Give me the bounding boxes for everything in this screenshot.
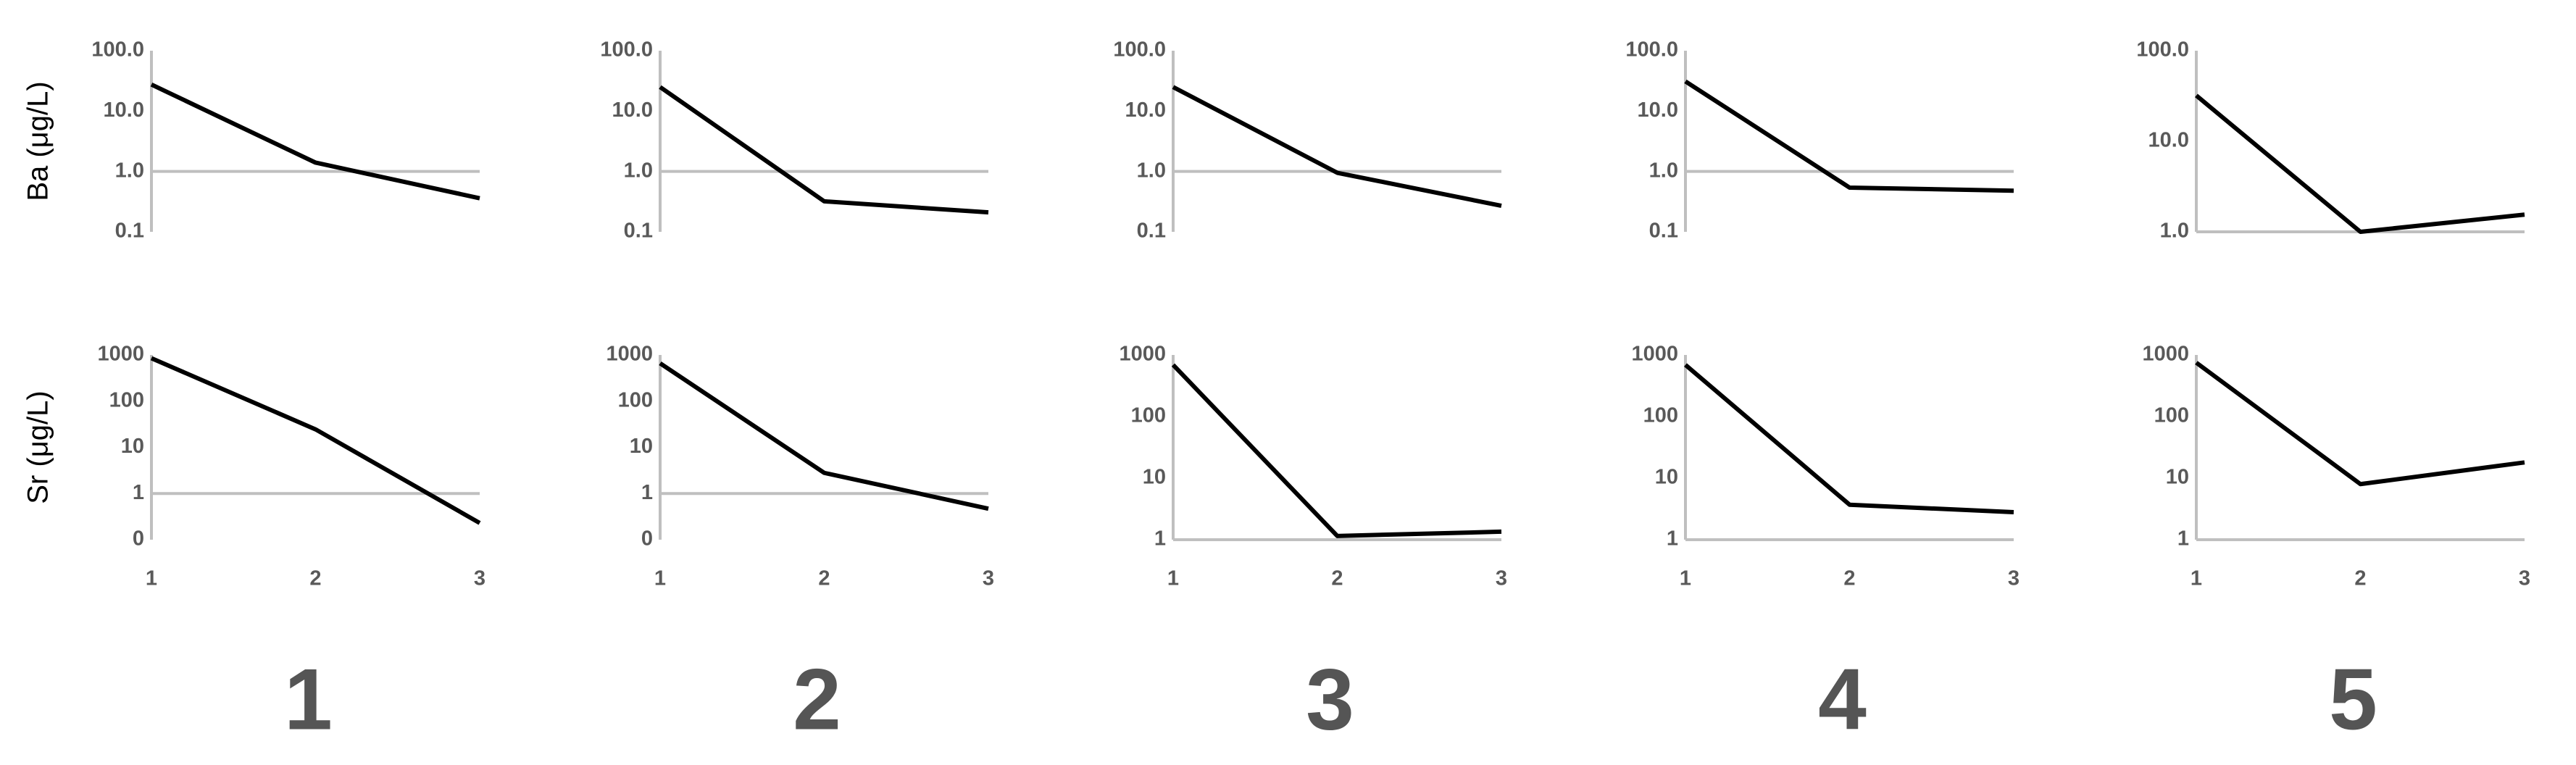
- y-tick-label: 1000: [2142, 343, 2189, 366]
- y-tick-label: 1.0: [1137, 159, 1166, 182]
- y-tick-label: 10: [2166, 466, 2189, 489]
- y-tick-label: 100.0: [1113, 38, 1166, 62]
- data-line: [659, 361, 989, 511]
- data-line: [2195, 93, 2525, 234]
- x-tick-label: 3: [2519, 567, 2530, 590]
- y-tick-label: 0: [641, 527, 653, 551]
- x-tick-label: 3: [1496, 567, 1507, 590]
- x-tick-label: 1: [654, 567, 666, 590]
- y-axis-label: Sr (μg/L): [22, 390, 54, 503]
- y-tick-label: 1000: [1631, 343, 1678, 366]
- y-tick-label: 100: [109, 388, 144, 411]
- x-tick-label: 2: [1843, 567, 1855, 590]
- y-tick-label: 100: [1131, 404, 1166, 427]
- y-tick-label: 10.0: [2148, 129, 2189, 152]
- y-tick-label: 1.0: [115, 159, 144, 182]
- data-line: [1684, 363, 2014, 514]
- y-tick-label: 0: [133, 527, 144, 551]
- y-tick-label: 10.0: [1638, 99, 1678, 122]
- y-axis-label: Ba (μg/L): [22, 81, 54, 201]
- panel-label: 1: [284, 651, 333, 748]
- y-tick-label: 1: [133, 481, 144, 504]
- panel-label: 3: [1306, 651, 1354, 748]
- data-line: [150, 356, 481, 525]
- y-tick-label: 1.0: [1649, 159, 1678, 182]
- x-tick-label: 1: [1680, 567, 1691, 590]
- y-tick-label: 1.0: [624, 159, 653, 182]
- y-tick-label: 100: [1643, 404, 1678, 427]
- y-tick-label: 10: [1143, 466, 1166, 489]
- x-tick-label: 3: [2008, 567, 2019, 590]
- x-tick-label: 2: [818, 567, 830, 590]
- x-tick-label: 2: [2354, 567, 2366, 590]
- y-tick-label: 10: [1655, 466, 1678, 489]
- x-tick-label: 2: [309, 567, 321, 590]
- data-line: [1172, 85, 1502, 208]
- y-tick-label: 10: [630, 435, 653, 458]
- y-tick-label: 1: [1667, 527, 1678, 551]
- y-tick-label: 1: [1154, 527, 1166, 551]
- x-tick-label: 1: [146, 567, 157, 590]
- y-tick-label: 1000: [606, 343, 653, 366]
- y-tick-label: 100: [618, 388, 653, 411]
- y-tick-label: 0.1: [1137, 220, 1166, 243]
- y-tick-label: 100: [2154, 404, 2189, 427]
- y-tick-label: 0.1: [624, 220, 653, 243]
- data-line: [1171, 363, 1502, 538]
- y-tick-label: 1: [2177, 527, 2189, 551]
- y-tick-label: 1000: [1119, 343, 1166, 366]
- x-tick-label: 1: [2191, 567, 2202, 590]
- y-tick-label: 10.0: [1125, 99, 1166, 122]
- data-line: [659, 85, 989, 215]
- panel-label: 4: [1818, 651, 1867, 748]
- y-tick-label: 0.1: [1649, 220, 1678, 243]
- y-tick-label: 100.0: [1625, 38, 1678, 62]
- x-tick-label: 3: [474, 567, 485, 590]
- panel-label: 5: [2329, 651, 2377, 748]
- y-tick-label: 10.0: [104, 99, 144, 122]
- y-tick-label: 100.0: [600, 38, 653, 62]
- y-tick-label: 0.1: [115, 220, 144, 243]
- y-tick-label: 1.0: [2160, 220, 2189, 243]
- data-line: [150, 83, 480, 201]
- y-tick-label: 10.0: [612, 99, 653, 122]
- y-tick-label: 100.0: [91, 38, 144, 62]
- data-line: [2195, 361, 2525, 487]
- y-tick-label: 100.0: [2136, 38, 2189, 62]
- panel-label: 2: [793, 651, 841, 748]
- x-tick-label: 1: [1167, 567, 1179, 590]
- y-tick-label: 1000: [97, 343, 144, 366]
- x-tick-label: 3: [983, 567, 994, 590]
- data-line: [1684, 79, 2014, 193]
- y-tick-label: 1: [641, 481, 653, 504]
- x-tick-label: 2: [1331, 567, 1343, 590]
- y-tick-label: 10: [121, 435, 144, 458]
